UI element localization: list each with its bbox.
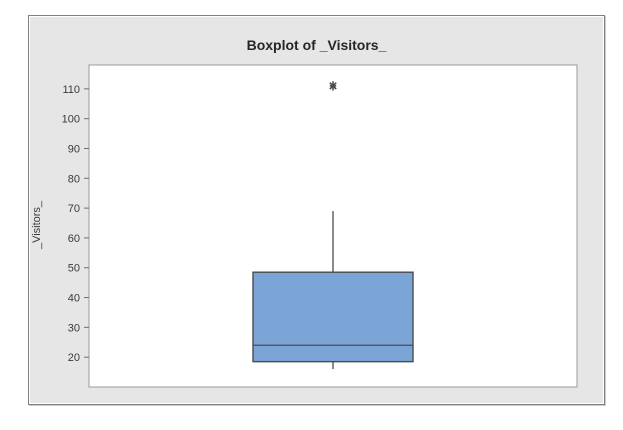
y-tick-label: 70 xyxy=(68,203,80,215)
y-tick-label: 90 xyxy=(68,143,80,155)
plot-area: 20 30 40 50 60 70 80 90 100 110 xyxy=(62,64,578,388)
chart-title: Boxplot of _Visitors_ xyxy=(246,37,387,53)
iqr-box xyxy=(252,271,414,363)
y-tick-label: 100 xyxy=(62,114,80,126)
y-tick-label: 50 xyxy=(68,263,80,275)
y-tick-label: 30 xyxy=(68,322,80,334)
outlier-marker xyxy=(329,82,337,90)
y-tick-label: 60 xyxy=(68,233,80,245)
y-tick-label: 80 xyxy=(68,173,80,185)
y-tick-label: 40 xyxy=(68,293,80,305)
y-tick-label: 110 xyxy=(62,84,80,96)
y-tick-label: 20 xyxy=(68,352,80,364)
graph-window: Boxplot of _Visitors_ _Visitors_ 20 30 40 5… xyxy=(28,15,605,405)
